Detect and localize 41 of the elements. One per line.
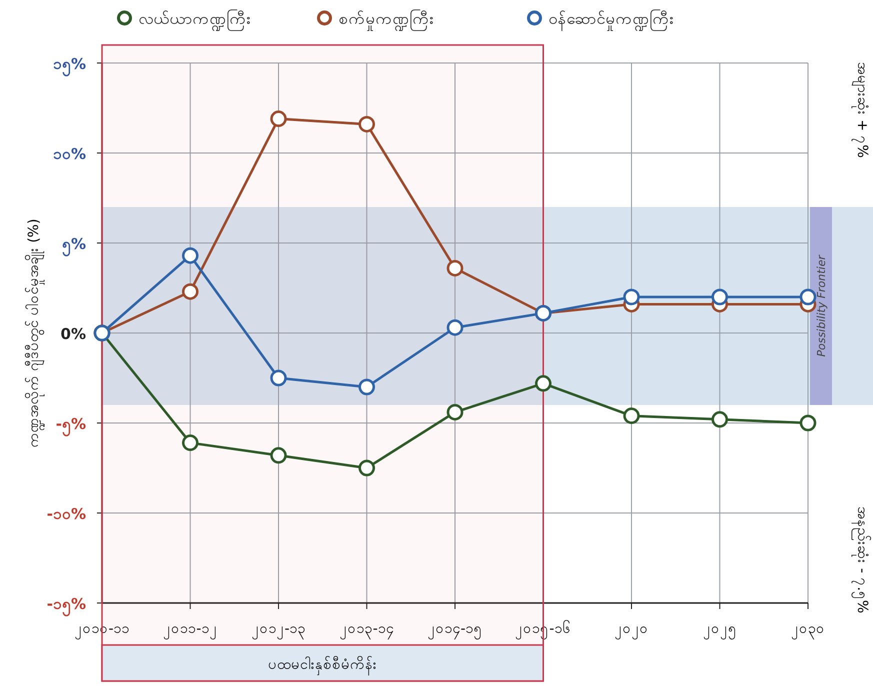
point <box>270 447 287 464</box>
point <box>270 370 287 386</box>
y-tick-label: ၅% <box>62 235 86 257</box>
y-tick-label: -၅% <box>56 415 86 437</box>
point <box>182 247 198 264</box>
y-tick-label: ၁၅% <box>52 55 86 77</box>
band-label: Possibility Frontier <box>815 254 828 357</box>
point <box>182 283 198 300</box>
x-tick-label: ၂၀၂၀ <box>614 621 648 639</box>
point <box>182 434 198 452</box>
text: အများဆုံး + ၇% <box>852 62 870 158</box>
y-tick-label: -၁၅% <box>46 595 86 617</box>
point <box>358 460 375 476</box>
point <box>623 288 640 306</box>
text: အနည်းဆုံး - ၇.၅% <box>852 506 870 614</box>
x-tick-label: ၂၀၁၃-၁၄ <box>340 621 394 639</box>
point <box>800 288 816 306</box>
point <box>446 319 464 336</box>
point <box>446 260 464 276</box>
legend-label: ဝန်ဆောင်မှုကဏ္ဍကြီး <box>548 9 674 31</box>
legend-label: စက်မှုကဏ္ဍကြီး <box>338 9 434 31</box>
y-tick-label: 0% <box>60 325 86 343</box>
point <box>800 414 816 432</box>
point <box>446 404 464 420</box>
point <box>358 378 375 396</box>
point <box>712 411 728 428</box>
x-tick-label: ၂၀၂၅ <box>702 621 737 639</box>
point <box>535 375 552 392</box>
y-axis-title: ကဏ္ဍအလိုက် ဂျီဒီပီတွင် ပါဝင်မှုအချိုး (%) <box>26 218 44 448</box>
point <box>270 110 287 128</box>
band-label: ပထမငါးနှစ်စီမံကိန်း <box>268 657 378 675</box>
y-tick-label: ၁၀% <box>52 145 86 163</box>
point <box>712 288 728 306</box>
point <box>623 408 640 424</box>
x-tick-label: ၂၀၁၂-၁၃ <box>251 621 306 639</box>
y-tick-label: -၁၀% <box>46 505 86 523</box>
x-tick-label: ၂၀၃၀ <box>791 621 825 639</box>
legend-label: လယ်ယာကဏ္ဍကြီး <box>138 9 250 31</box>
x-tick-label: ၂၀၁၄-၁၅ <box>427 621 483 639</box>
x-tick-label: ၂၀၁၁-၁၂ <box>163 621 218 639</box>
point <box>358 116 375 132</box>
